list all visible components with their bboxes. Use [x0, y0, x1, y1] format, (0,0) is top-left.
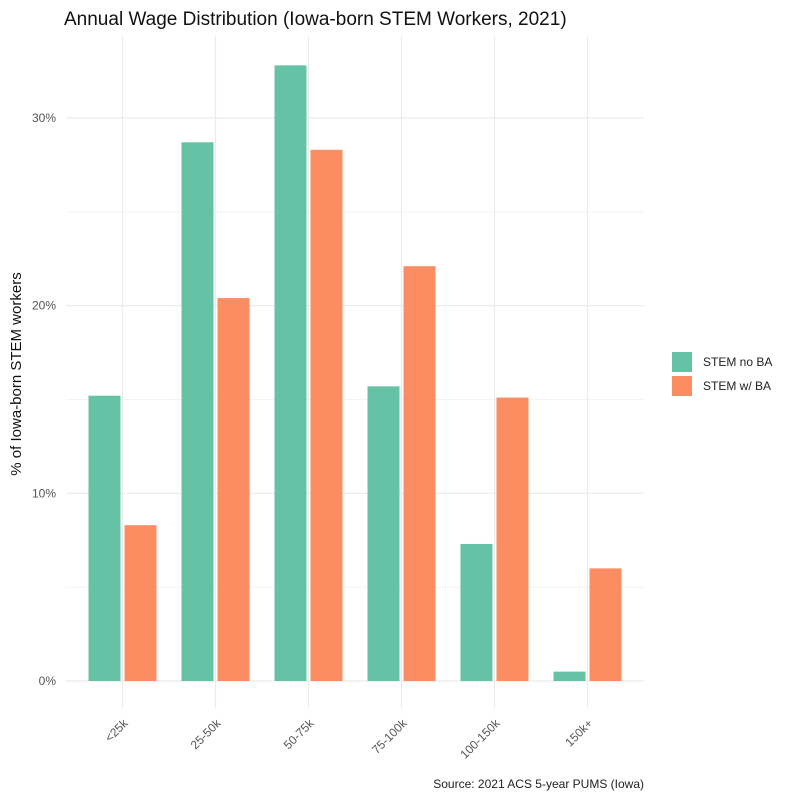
x-tick-label: 100-150k: [457, 716, 503, 762]
y-tick-label: 30%: [32, 111, 56, 125]
legend-label: STEM w/ BA: [703, 379, 771, 393]
chart-title: Annual Wage Distribution (Iowa-born STEM…: [64, 9, 567, 30]
grid-lines: [66, 36, 644, 708]
bar: [124, 525, 157, 681]
y-tick-label: 0%: [39, 674, 57, 688]
bar: [217, 298, 250, 681]
y-tick-label: 10%: [32, 486, 56, 500]
bar: [589, 568, 622, 681]
legend-label: STEM no BA: [703, 355, 772, 369]
y-axis-ticks: 0% 10% 20% 30%: [32, 111, 56, 688]
bar: [310, 149, 343, 681]
bar: [88, 395, 121, 681]
y-axis-label: % of Iowa-born STEM workers: [8, 272, 25, 475]
x-axis-ticks: <25k 25-50k 50-75k 75-100k 100-150k 150k+: [102, 716, 596, 762]
bars: [88, 65, 622, 682]
bar: [181, 142, 214, 681]
bar: [274, 65, 307, 682]
bar: [367, 386, 400, 681]
bar: [403, 266, 436, 681]
x-tick-label: 75-100k: [369, 716, 410, 757]
bar: [460, 543, 493, 681]
bar: [553, 671, 586, 681]
y-tick-label: 20%: [32, 299, 56, 313]
x-tick-label: 25-50k: [188, 716, 225, 753]
legend-key: [672, 352, 692, 372]
x-tick-label: <25k: [102, 716, 131, 745]
x-tick-label: 150k+: [562, 716, 595, 749]
bar: [496, 397, 529, 681]
x-tick-label: 50-75k: [281, 716, 318, 753]
legend-key: [672, 376, 692, 396]
legend: STEM no BA STEM w/ BA: [672, 352, 772, 396]
chart-caption: Source: 2021 ACS 5-year PUMS (Iowa): [433, 777, 644, 791]
